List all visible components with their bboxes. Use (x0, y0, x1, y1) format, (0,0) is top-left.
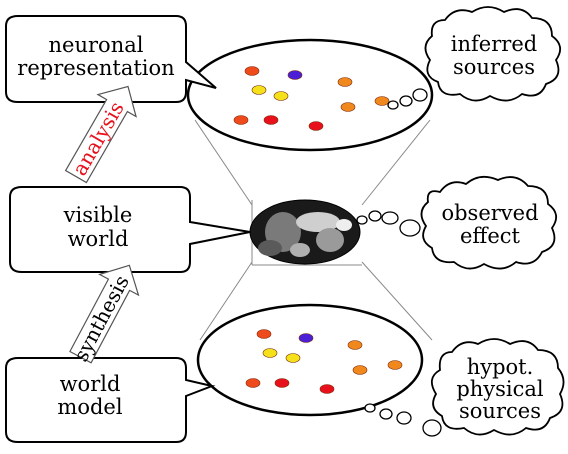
top-dot-10 (308, 121, 324, 131)
visible-world-box: visible world (9, 186, 251, 273)
top-dot-7 (374, 96, 390, 106)
synthesis-label: synthesis (68, 271, 133, 365)
model-label: model (57, 395, 122, 419)
top-dot-1 (244, 66, 260, 76)
bottom-dot-10 (319, 384, 335, 394)
top-ellipse (186, 38, 434, 152)
top-dot-8 (233, 115, 249, 125)
analysis-label: analysis (67, 97, 128, 179)
top-dot-5 (273, 91, 289, 101)
neuronal-label: neuronal (49, 33, 144, 57)
top-dot-2 (287, 70, 303, 80)
bottom-dot-5 (285, 353, 301, 363)
bottom-dot-4 (262, 348, 278, 358)
flexing-bodybuilder-photo (249, 199, 361, 265)
inferred-sources-cloud: inferred sources (424, 6, 562, 102)
bottom-dot-1 (256, 329, 272, 339)
observed-effect-cloud: observed effect (420, 175, 558, 270)
thought-bubble-trail-inferred (387, 88, 428, 110)
observed-label: observed (441, 201, 538, 225)
inferred-label: inferred (451, 32, 537, 56)
bottom-dot-2 (298, 333, 314, 343)
thought-bubble-trail-hypot (364, 403, 442, 437)
bottom-dots (245, 329, 403, 394)
bottom-dot-3 (347, 340, 363, 350)
hypot-label: hypot. (467, 355, 534, 379)
neuronal-representation-box: neuronal representation (5, 15, 217, 103)
visible-label: visible (63, 203, 133, 227)
thought-bubble-trail-observed (356, 210, 421, 237)
top-dot-6 (340, 102, 356, 112)
world-label-2: world (60, 372, 121, 396)
bottom-ellipse (196, 303, 424, 417)
hypot-sources-label: sources (459, 399, 541, 423)
top-dots (233, 66, 390, 131)
bottom-dot-9 (274, 378, 290, 388)
bottom-dot-8 (245, 378, 261, 388)
hypot-physical-sources-cloud: hypot. physical sources (430, 338, 565, 436)
physical-label: physical (456, 377, 544, 401)
top-dot-4 (251, 85, 267, 95)
representation-label: representation (17, 56, 174, 80)
world-label: world (68, 227, 129, 251)
sources-label: sources (453, 55, 535, 79)
effect-label: effect (460, 224, 521, 248)
top-dot-9 (263, 115, 279, 125)
world-model-box: world model (5, 357, 216, 443)
top-dot-3 (337, 77, 353, 87)
bottom-dot-7 (387, 360, 403, 370)
bottom-dot-6 (352, 365, 368, 375)
